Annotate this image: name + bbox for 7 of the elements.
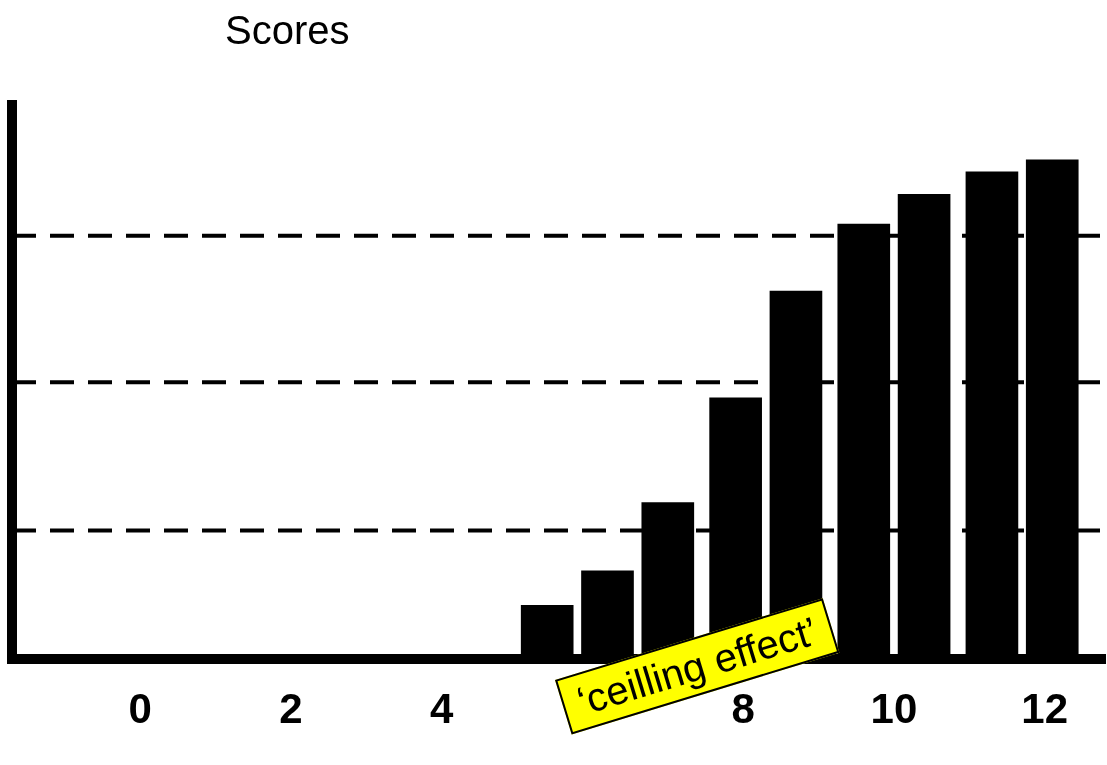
x-tick-label: 12 <box>1021 685 1069 733</box>
x-tick-label: 4 <box>429 685 454 733</box>
x-tick-label: 0 <box>128 685 152 733</box>
y-axis-title: Scores <box>225 8 350 53</box>
x-tick-label: 8 <box>731 685 755 733</box>
x-tick-label: 10 <box>870 685 918 733</box>
x-tick-label: 2 <box>279 685 303 733</box>
